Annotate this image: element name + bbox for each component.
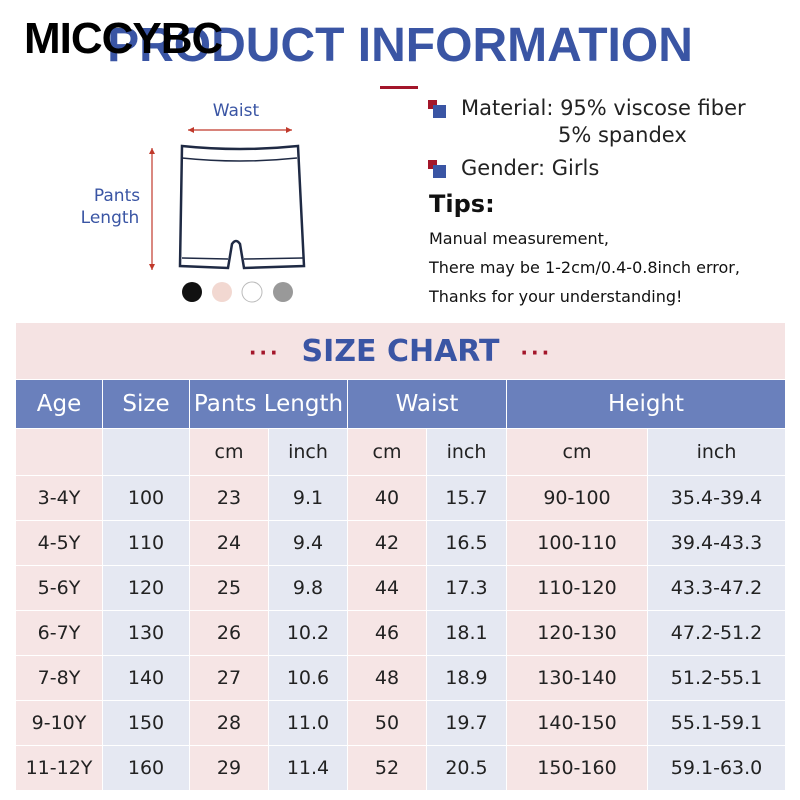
table-cell: 27 [189, 655, 269, 701]
table-cell: 19.7 [426, 700, 507, 746]
table-cell: 11.4 [268, 745, 348, 791]
table-cell: 9.4 [268, 520, 348, 566]
table-cell: 6-7Y [15, 610, 103, 656]
table-cell: 100 [102, 475, 190, 521]
table-cell: 100-110 [506, 520, 648, 566]
table-cell: 23 [189, 475, 269, 521]
table-cell: 160 [102, 745, 190, 791]
table-cell: 59.1-63.0 [646, 745, 787, 791]
table-cell [15, 428, 103, 476]
table-cell: 55.1-59.1 [646, 700, 787, 746]
table-cell: 42 [347, 520, 427, 566]
gender: Gender: Girls [461, 156, 600, 180]
table-cell: 40 [347, 475, 427, 521]
table-cell: 20.5 [426, 745, 507, 791]
table-cell: 35.4-39.4 [646, 475, 787, 521]
table-cell: 51.2-55.1 [646, 655, 787, 701]
table-cell: 11-12Y [15, 745, 103, 791]
size-chart: ··· SIZE CHART ··· Age Size Pants Length Wa… [14, 322, 787, 791]
tip: Manual measurement, [429, 229, 609, 248]
diagram: Waist Pants Length [81, 101, 306, 303]
table-cell: inch [268, 428, 348, 476]
table-cell: 7-8Y [15, 655, 103, 701]
table-cell: cm [189, 428, 269, 476]
table-cell: 10.6 [268, 655, 348, 701]
table-cell: 3-4Y [15, 475, 103, 521]
table-row: 5-6Y 120 25 9.8 44 17.3 110-120 43.3-47.2 [15, 565, 787, 611]
table-cell: 9.1 [268, 475, 348, 521]
table-cell: 90-100 [506, 475, 648, 521]
table-cell: 110-120 [506, 565, 648, 611]
table-cell: 43.3-47.2 [646, 565, 787, 611]
table-cell: 26 [189, 610, 269, 656]
table-cell: 16.5 [426, 520, 507, 566]
table-cell: 44 [347, 565, 427, 611]
table-cell: 47.2-51.2 [646, 610, 787, 656]
table-cell: 110 [102, 520, 190, 566]
table-cell: 120-130 [506, 610, 648, 656]
waist-label: Waist [213, 101, 260, 121]
table-cell: 39.4-43.3 [646, 520, 787, 566]
table-cell: 9.8 [268, 565, 348, 611]
table-cell: 48 [347, 655, 427, 701]
table-cell: 46 [347, 610, 427, 656]
table-cell [102, 428, 190, 476]
table-cell: cm [506, 428, 648, 476]
table-cell: 5-6Y [15, 565, 103, 611]
table-cell: 10.2 [268, 610, 348, 656]
table-cell: inch [426, 428, 507, 476]
table-cell: 18.1 [426, 610, 507, 656]
table-cell: 140-150 [506, 700, 648, 746]
table-row: 11-12Y 160 29 11.4 52 20.5 150-160 59.1-63.0 [15, 745, 787, 791]
brand: MICCYBC [24, 14, 223, 63]
table-cell: 15.7 [426, 475, 507, 521]
tips-title: Tips: [429, 190, 495, 218]
table-row: 6-7Y 130 26 10.2 46 18.1 120-130 47.2-51.2 [15, 610, 787, 656]
table-cell: 140 [102, 655, 190, 701]
table-cell: Size [102, 379, 190, 429]
table-row: 7-8Y 140 27 10.6 48 18.9 130-140 51.2-55.1 [15, 655, 787, 701]
table-row: cm inch cm inch cm inch [15, 428, 787, 476]
table-title: SIZE CHART [301, 333, 500, 369]
table-cell: 24 [189, 520, 269, 566]
length-label: Pants [94, 186, 140, 206]
table-cell: cm [347, 428, 427, 476]
material: Material: 95% viscose fiber [461, 96, 746, 120]
table-cell: Pants Length [189, 379, 348, 429]
material: 5% spandex [558, 123, 687, 147]
table-title-cell: ··· SIZE CHART ··· [14, 322, 787, 380]
table-row: 3-4Y 100 23 9.1 40 15.7 90-100 35.4-39.4 [15, 475, 787, 521]
table-cell: 4-5Y [15, 520, 103, 566]
table-cell: 28 [189, 700, 269, 746]
table-cell: 150 [102, 700, 190, 746]
table-cell: 17.3 [426, 565, 507, 611]
length-label: Length [81, 208, 140, 228]
table-cell: 25 [189, 565, 269, 611]
table-cell: 11.0 [268, 700, 348, 746]
table-cell: 150-160 [506, 745, 648, 791]
table-cell: 130 [102, 610, 190, 656]
table-cell: 9-10Y [15, 700, 103, 746]
title: PRODUCT INFORMATION [107, 19, 693, 72]
tip: Thanks for your understanding! [429, 287, 683, 306]
table-row: 9-10Y 150 28 11.0 50 19.7 140-150 55.1-59.1 [15, 700, 787, 746]
bullets [428, 100, 446, 178]
table-row: 4-5Y 110 24 9.4 42 16.5 100-110 39.4-43.3 [15, 520, 787, 566]
underline [380, 86, 418, 89]
table-cell: 29 [189, 745, 269, 791]
table-cell: Waist [347, 379, 507, 429]
tip: There may be 1-2cm/0.4-0.8inch error, [429, 258, 740, 277]
table-cell: 50 [347, 700, 427, 746]
table-cell: 18.9 [426, 655, 507, 701]
table-cell: Age [15, 379, 103, 429]
table-cell: Height [505, 379, 787, 429]
table-row: Age Size Pants Length Waist Height [15, 379, 787, 429]
table-cell: 130-140 [506, 655, 648, 701]
table-cell: inch [646, 428, 787, 476]
table-cell: 120 [102, 565, 190, 611]
table-cell: 52 [347, 745, 427, 791]
